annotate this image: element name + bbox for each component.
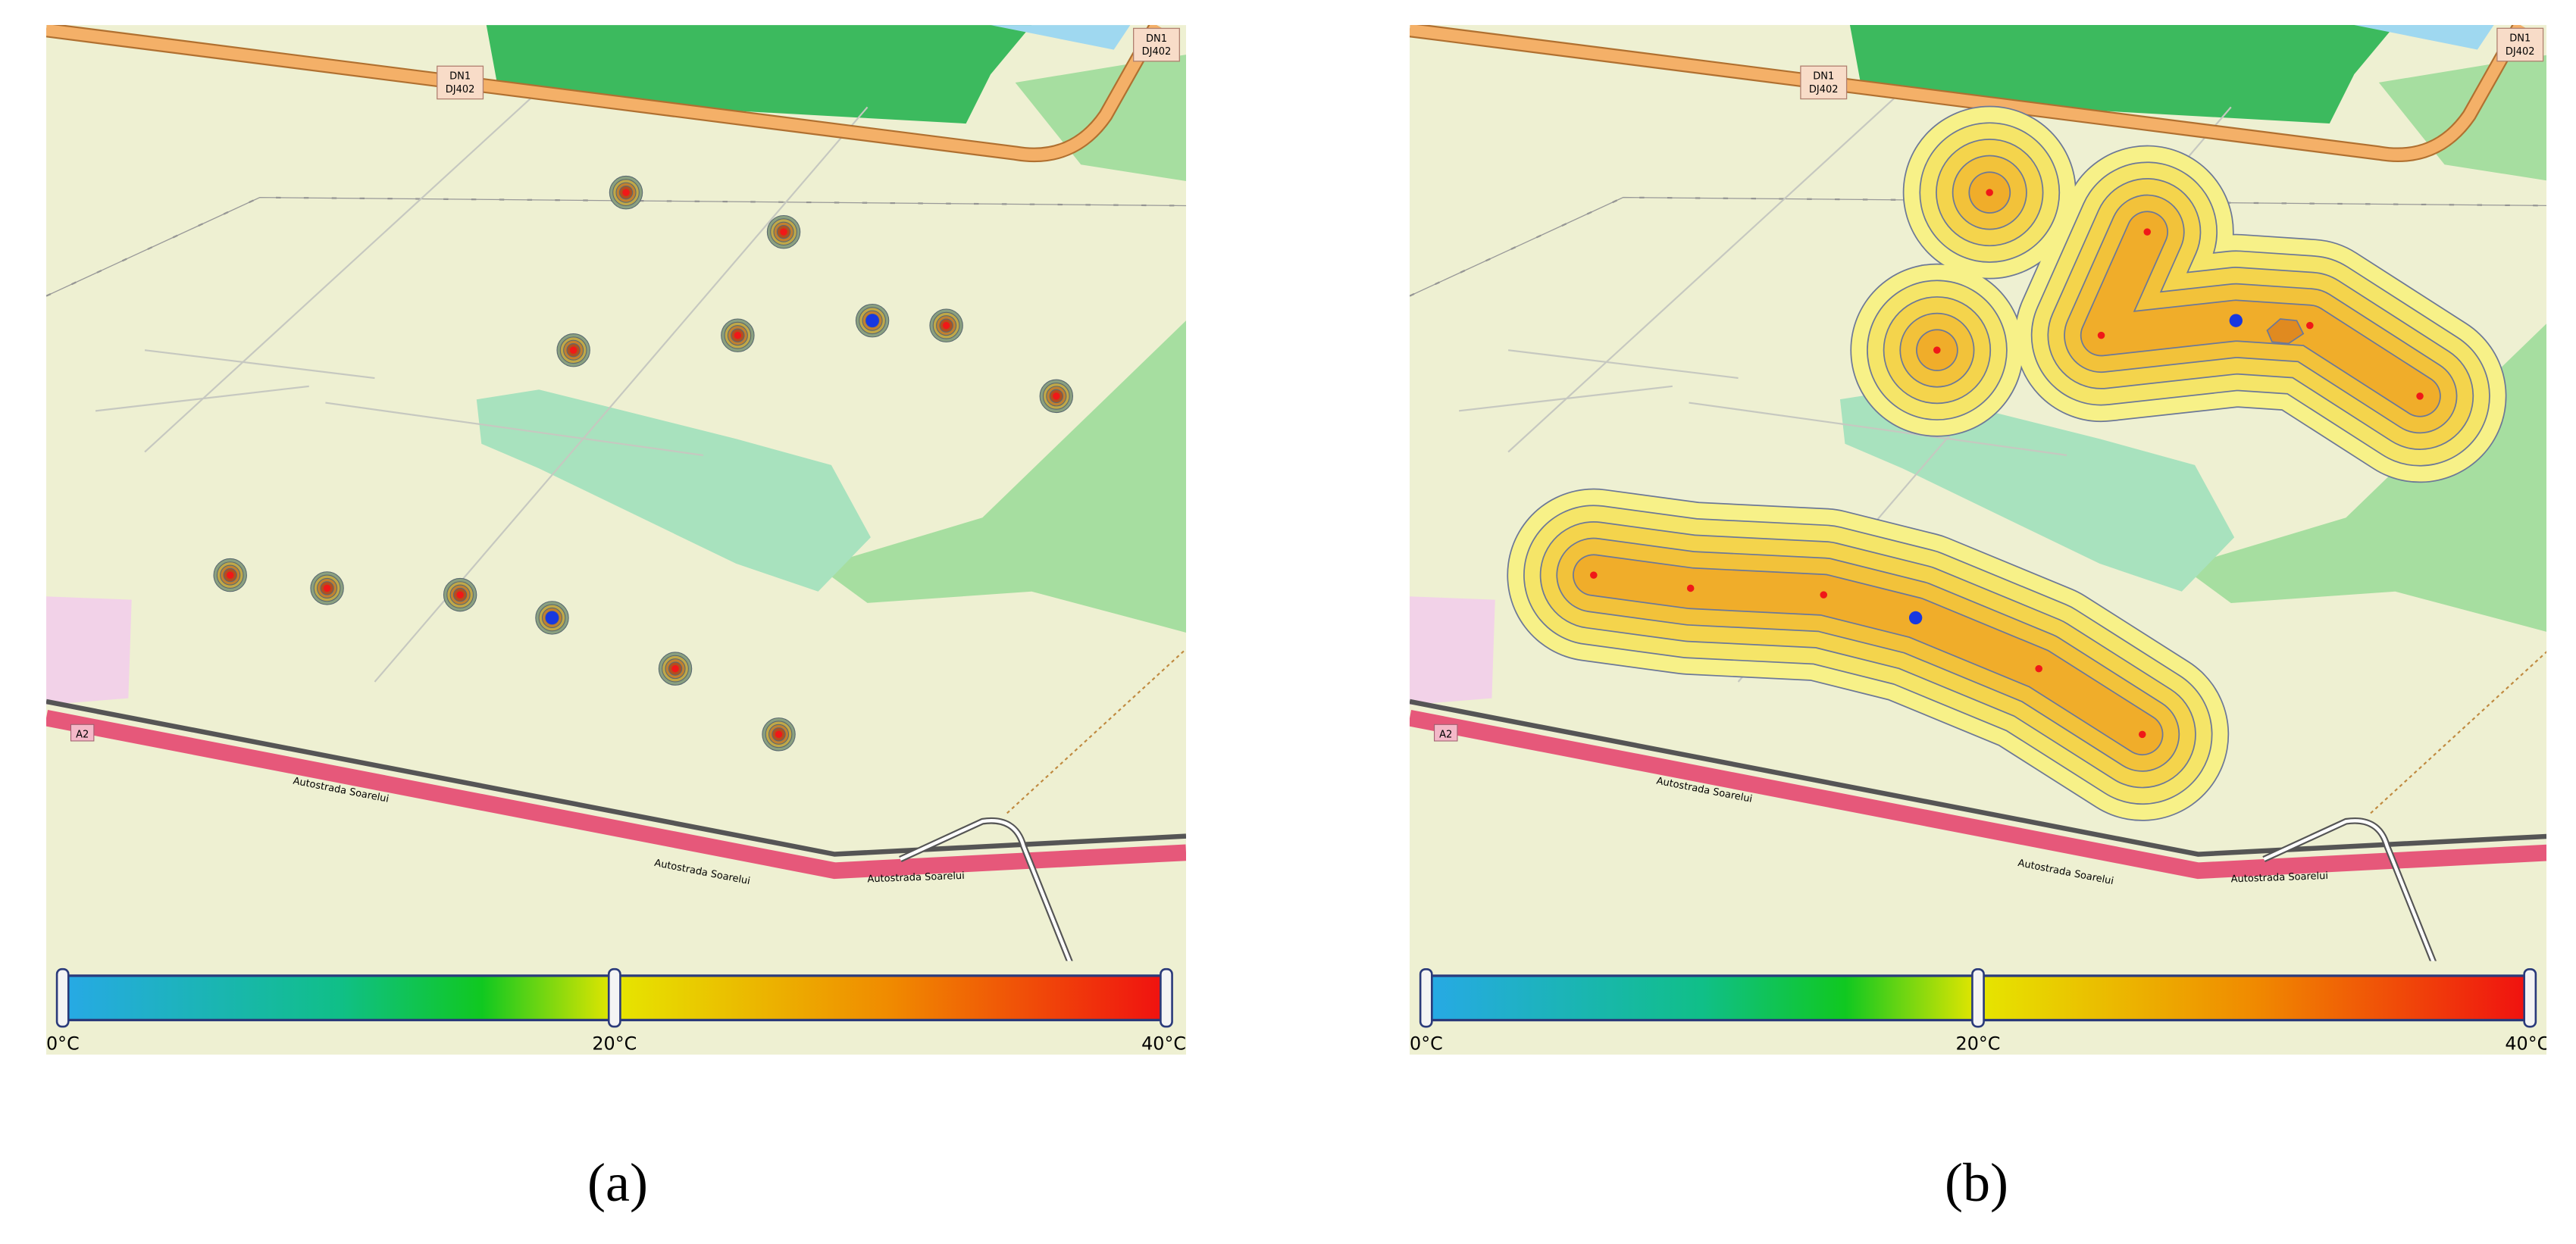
road-shield-label: DJ402: [1809, 84, 1839, 95]
heat-contour: [1573, 555, 2162, 755]
colorbar-handle[interactable]: [1160, 967, 1173, 1028]
sensor: [1908, 611, 1923, 625]
road-shield: [437, 65, 484, 100]
meadow: [818, 320, 1186, 633]
sensor: [545, 611, 559, 625]
minor-road: [144, 349, 375, 380]
road-shield: [1133, 27, 1180, 62]
sensor: [2229, 314, 2243, 327]
motorway: [1410, 710, 2546, 880]
road-shield: [2496, 27, 2544, 62]
sensor: [1986, 189, 1993, 196]
boundary: [2370, 651, 2546, 814]
ramp: [2263, 819, 2438, 971]
sensor: [671, 664, 679, 673]
track: [46, 196, 1186, 297]
sensor: [734, 331, 742, 339]
minor-road: [1689, 402, 2067, 456]
sensor: [569, 346, 577, 354]
sensor: [323, 584, 331, 592]
sensor: [1820, 591, 1828, 599]
motorway: [46, 709, 1186, 880]
road-shield-label: DJ402: [1142, 46, 1172, 58]
wetland: [1839, 389, 2235, 592]
colorbar-handle[interactable]: [607, 967, 621, 1028]
minor-road: [325, 402, 704, 456]
sensor: [1933, 346, 1941, 354]
sensor: [2306, 321, 2314, 330]
boundary: [1006, 648, 1186, 814]
motorway-label: Autostrada Soarelui: [867, 870, 965, 885]
colorbar-handle[interactable]: [2523, 967, 2537, 1028]
colorbar-label: 0°C: [46, 1033, 80, 1054]
sensor: [456, 591, 464, 599]
road-shield-label: DJ402: [446, 84, 475, 95]
water: [991, 25, 1131, 50]
residential: [1410, 596, 1495, 705]
trunk-road: [1410, 25, 2525, 161]
sensor: [2035, 664, 2042, 673]
sensor: [775, 730, 783, 739]
water: [2354, 25, 2494, 50]
sensor: [2416, 392, 2424, 400]
colorbar-handle[interactable]: [1419, 967, 1433, 1028]
sensor: [942, 321, 950, 330]
sensor: [622, 189, 630, 196]
sensor: [1686, 584, 1695, 592]
road-shield-label: DN1: [449, 71, 471, 83]
road-shield-label: DJ402: [2506, 46, 2535, 58]
motorway-shield-label: A2: [1439, 730, 1452, 741]
road-shield-label: DN1: [2509, 33, 2531, 45]
minor-road: [95, 385, 309, 412]
minor-road: [1507, 89, 1904, 453]
sensor: [2097, 331, 2105, 339]
motorway-shield: [1434, 724, 1458, 742]
colorbar-label: 20°C: [592, 1033, 637, 1054]
motorway-edge: [1410, 699, 2546, 857]
colorbar-label: 40°C: [2505, 1033, 2546, 1054]
motorway-edge: [46, 699, 1186, 857]
meadow: [2181, 324, 2546, 632]
residential: [46, 596, 132, 705]
caption: (b): [1945, 1152, 2008, 1213]
wetland: [476, 389, 871, 592]
heat-core: [2266, 318, 2305, 345]
sensor: [780, 228, 787, 236]
colorbar-handle[interactable]: [1971, 967, 1985, 1028]
road-shield-label: DN1: [1813, 71, 1834, 83]
sensor: [226, 571, 234, 579]
colorbar-handle[interactable]: [55, 967, 70, 1028]
motorway-label: Autostrada Soarelui: [2230, 870, 2328, 885]
sensor: [2143, 228, 2152, 236]
road-shield: [1800, 65, 1848, 100]
minor-road: [1458, 385, 1673, 412]
sensor: [865, 314, 879, 327]
colorbar-label: 20°C: [1956, 1033, 2001, 1054]
sensor: [1053, 392, 1060, 400]
trunk-road: [46, 25, 1162, 161]
sensor: [2138, 730, 2146, 739]
track: [1410, 196, 2546, 297]
motorway-shield: [70, 724, 95, 742]
motorway-shield-label: A2: [76, 730, 89, 741]
sensor: [1590, 571, 1598, 579]
colorbar-label: 0°C: [1410, 1033, 1443, 1054]
minor-road: [1507, 349, 1739, 380]
colorbar-label: 40°C: [1141, 1033, 1186, 1054]
caption: (a): [587, 1152, 648, 1213]
minor-road: [144, 89, 540, 453]
ramp: [900, 819, 1075, 971]
road-shield-label: DN1: [1146, 33, 1167, 45]
